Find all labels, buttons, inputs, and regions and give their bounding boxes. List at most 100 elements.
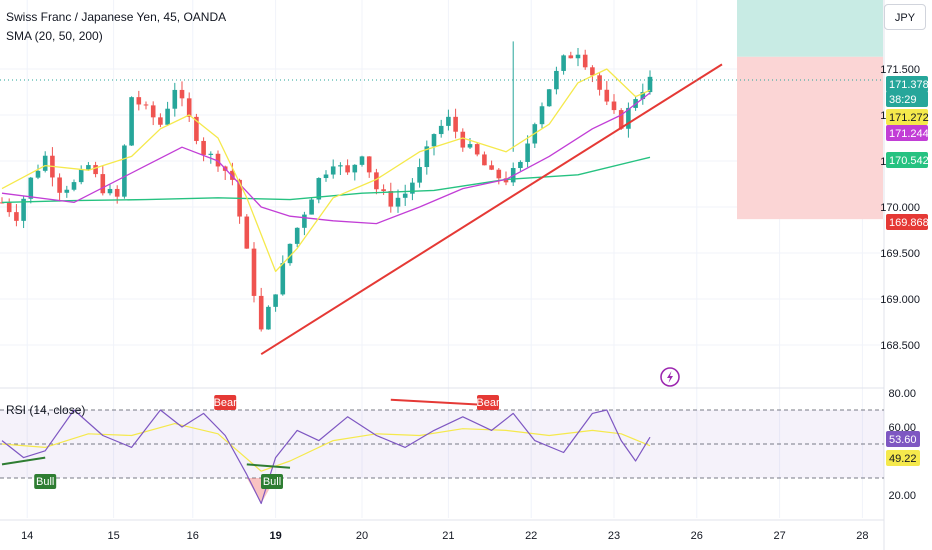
candle-up xyxy=(647,76,653,93)
candle-up xyxy=(64,189,70,193)
candle-up xyxy=(518,161,523,168)
candle-down xyxy=(590,67,595,76)
candle-down xyxy=(388,191,394,207)
candle-up xyxy=(35,170,41,178)
candle-up xyxy=(266,306,271,330)
candle-up xyxy=(294,227,300,244)
candle-up xyxy=(424,146,430,168)
candle-down xyxy=(345,165,350,173)
candle-up xyxy=(208,153,214,155)
bear-tag-label: Bear xyxy=(214,397,238,409)
time-tick-label: 22 xyxy=(525,530,537,542)
candle-up xyxy=(410,182,415,194)
bear-tag-label: Bear xyxy=(476,397,500,409)
candle-down xyxy=(158,117,163,125)
candles-layer xyxy=(0,41,653,332)
price-tag-label: 171.244 xyxy=(889,128,929,140)
candle-down xyxy=(474,144,480,155)
candle-up xyxy=(575,54,581,59)
profit-target-zone xyxy=(737,0,883,57)
candle-down xyxy=(460,131,466,148)
sma50-line xyxy=(1,92,651,225)
time-tick-label: 27 xyxy=(773,530,785,542)
candle-up xyxy=(539,106,545,125)
candle-down xyxy=(251,248,257,296)
candle-up xyxy=(28,177,34,199)
sma20-line xyxy=(1,68,651,273)
axes-layer: 168.500169.000169.500170.000170.500171.0… xyxy=(21,64,929,542)
bull-tag xyxy=(261,474,283,489)
candle-up xyxy=(302,214,307,228)
candle-down xyxy=(618,110,624,129)
price-tag-sma20 xyxy=(886,109,928,125)
candle-up xyxy=(107,188,113,194)
symbol-title[interactable]: Swiss Franc / Japanese Yen, 45, OANDA xyxy=(6,10,226,24)
rsi-tick-label: 20.00 xyxy=(888,490,916,502)
rsi-value-tag xyxy=(886,450,920,466)
candle-up xyxy=(78,169,84,183)
candle-down xyxy=(597,75,602,90)
candle-up xyxy=(640,92,646,100)
candle-up xyxy=(86,165,91,170)
candle-up xyxy=(316,178,322,200)
rsi-indicator-label[interactable]: RSI (14, close) xyxy=(6,403,85,417)
candle-down xyxy=(215,153,221,167)
sma-indicator-label[interactable]: SMA (20, 50, 200) xyxy=(6,29,103,43)
price-tag-label: 169.868 xyxy=(889,217,929,229)
price-tick-label: 169.000 xyxy=(880,294,920,306)
candle-up xyxy=(122,145,127,197)
candle-up xyxy=(626,107,631,129)
price-tag-countdown xyxy=(886,91,928,107)
price-tick-label: 168.500 xyxy=(880,340,920,352)
rsi-line xyxy=(1,409,651,505)
candle-down xyxy=(496,169,502,179)
candle-up xyxy=(417,167,422,183)
rsi-ma-line xyxy=(1,423,651,472)
candle-up xyxy=(395,197,401,207)
currency-selector[interactable]: JPY xyxy=(884,4,926,30)
trendline xyxy=(260,63,723,356)
candle-down xyxy=(136,97,142,105)
candle-up xyxy=(546,89,552,107)
candle-down xyxy=(57,177,62,193)
candle-up xyxy=(561,55,566,71)
candle-down xyxy=(482,154,487,166)
price-tag-sma50 xyxy=(886,125,928,141)
candle-down xyxy=(143,104,149,106)
candle-up xyxy=(165,108,170,125)
rsi-value-label: 53.60 xyxy=(889,434,917,446)
time-tick-label: 23 xyxy=(608,530,620,542)
candle-down xyxy=(381,189,386,192)
candle-up xyxy=(359,156,365,165)
price-tag-last xyxy=(886,76,928,92)
candle-down xyxy=(568,55,574,59)
candle-up xyxy=(323,174,329,179)
moving-averages-layer xyxy=(0,63,884,356)
price-tag-label: 171.272 xyxy=(889,112,929,124)
position-zone-layer xyxy=(737,0,883,220)
candle-down xyxy=(14,212,19,221)
candle-up xyxy=(438,125,444,135)
price-tag-label: 38:29 xyxy=(889,94,917,106)
candle-down xyxy=(604,89,610,102)
price-tag-label: 170.542 xyxy=(889,155,929,167)
candle-down xyxy=(503,178,509,183)
time-tick-label: 28 xyxy=(856,530,868,542)
bull-divergence-line xyxy=(1,456,46,466)
candle-up xyxy=(431,134,437,147)
candle-down xyxy=(114,188,120,197)
bull-tag-label: Bull xyxy=(36,476,54,488)
candle-up xyxy=(525,143,530,162)
rsi-value-tag xyxy=(886,431,920,447)
candle-down xyxy=(186,98,192,117)
candle-down xyxy=(374,172,379,190)
lightning-icon[interactable] xyxy=(660,367,680,387)
bear-divergence-line xyxy=(390,398,485,406)
candle-down xyxy=(244,216,250,249)
candle-up xyxy=(330,166,336,175)
rsi-value-label: 49.22 xyxy=(889,453,917,465)
bear-tag xyxy=(214,395,237,410)
price-tag-sma200 xyxy=(886,152,928,168)
bull-tag-label: Bull xyxy=(263,476,281,488)
